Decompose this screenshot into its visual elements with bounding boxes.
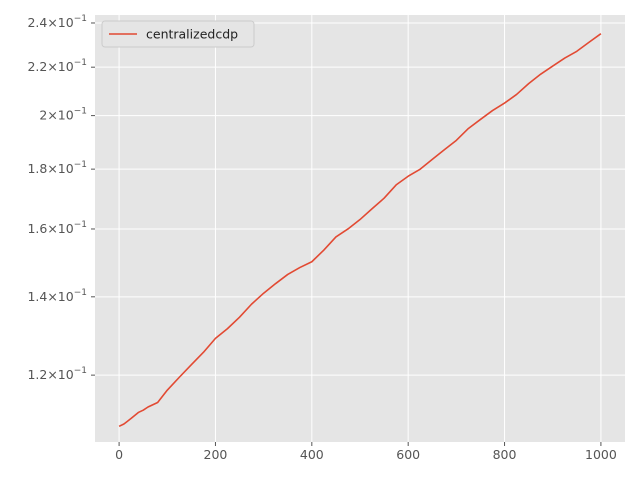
y-tick-label: 1.4×10−1 (27, 288, 87, 304)
y-tick-label: 1.8×10−1 (27, 160, 87, 176)
y-tick-label: 2×10−1 (39, 107, 87, 123)
grid-lines (95, 15, 625, 442)
y-tick-label: 2.4×10−1 (27, 14, 87, 30)
x-tick-label: 0 (115, 447, 123, 462)
x-axis: 0 200 400 600 800 1000 (115, 442, 617, 462)
x-tick-label: 800 (493, 447, 517, 462)
x-tick-label: 1000 (585, 447, 617, 462)
legend: centralizedcdp (101, 20, 255, 48)
y-axis: 1.2×10−1 1.4×10−1 1.6×10−1 1.8×10−1 2×10−1 2.… (27, 14, 95, 382)
x-tick-label: 400 (300, 447, 324, 462)
series-line-centralizedcdp (118, 33, 602, 428)
series-layer (118, 33, 602, 428)
y-tick-label: 1.6×10−1 (27, 220, 87, 236)
x-tick-label: 600 (396, 447, 420, 462)
y-tick-label: 1.2×10−1 (27, 366, 87, 382)
legend-box (101, 20, 255, 48)
legend-label: centralizedcdp (146, 27, 238, 42)
x-tick-label: 200 (204, 447, 228, 462)
y-tick-label: 2.2×10−1 (27, 58, 87, 74)
